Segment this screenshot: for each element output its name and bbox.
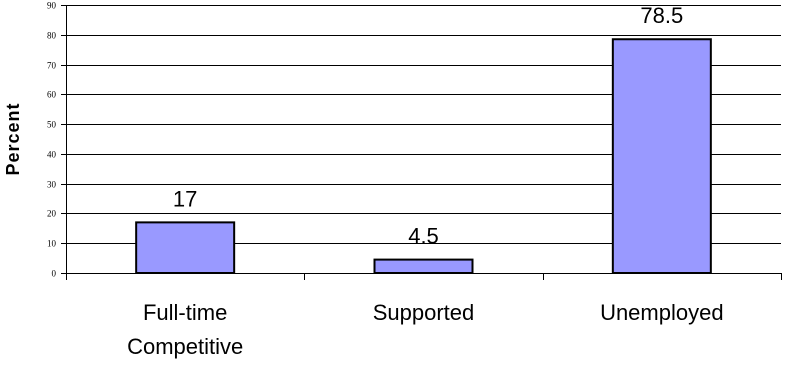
- x-category-label: Unemployed: [600, 300, 724, 325]
- gridlines: [66, 5, 781, 244]
- data-labels: 17 4.5 78.5: [173, 3, 683, 248]
- y-tick-label: 20: [47, 209, 57, 219]
- y-axis-title: Percent: [3, 102, 23, 175]
- bar: [135, 221, 236, 274]
- y-tick-label: 50: [47, 120, 57, 130]
- y-tick-label: 40: [47, 150, 57, 160]
- x-category-label: Full-time: [143, 300, 227, 325]
- y-axis-ticks: 0 10 20 30 40 50 60 70 80 90: [47, 1, 66, 279]
- y-tick-label: 90: [47, 1, 57, 11]
- bars: [135, 38, 712, 275]
- x-category-label: Competitive: [127, 334, 243, 359]
- y-tick-label: 0: [52, 269, 57, 279]
- data-label: 4.5: [408, 224, 439, 249]
- y-tick-label: 60: [47, 90, 57, 100]
- x-category-label: Supported: [373, 300, 475, 325]
- x-axis-categories: Full-time Competitive Supported Unemployed: [66, 273, 782, 359]
- y-tick-label: 70: [47, 61, 57, 71]
- bar: [611, 38, 712, 274]
- data-label: 17: [173, 186, 197, 211]
- bar: [373, 258, 474, 275]
- y-tick-label: 80: [47, 31, 57, 41]
- y-tick-label: 30: [47, 180, 57, 190]
- y-tick-label: 10: [47, 239, 57, 249]
- data-label: 78.5: [640, 3, 683, 28]
